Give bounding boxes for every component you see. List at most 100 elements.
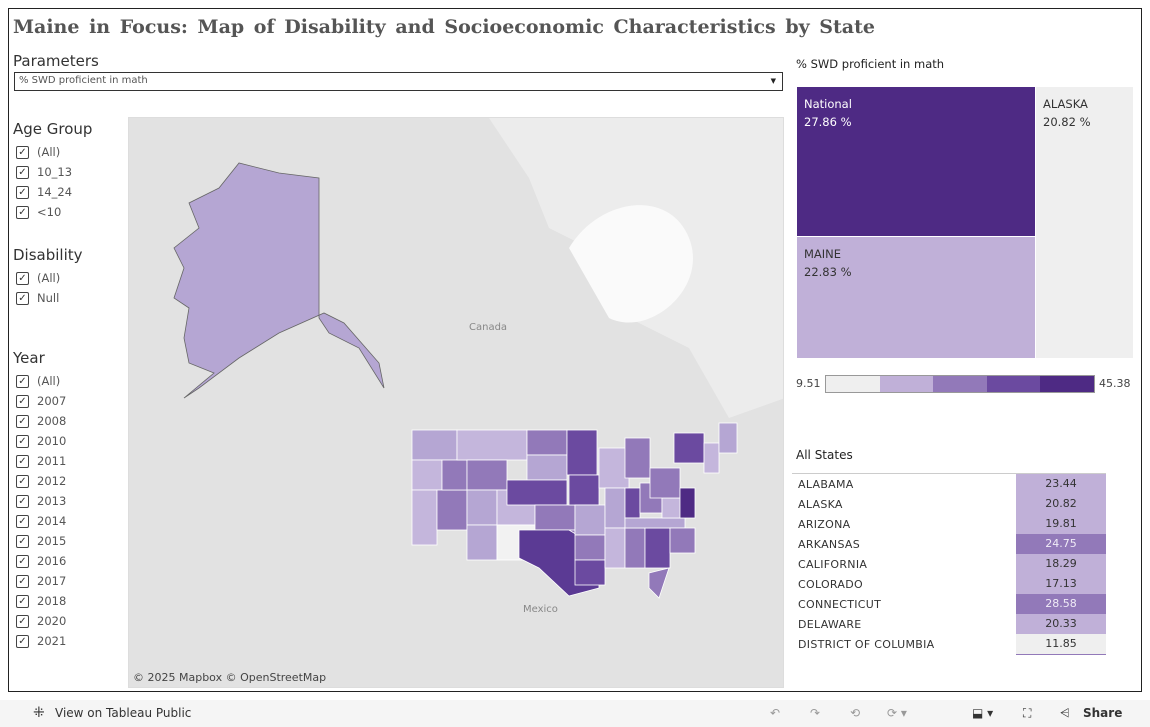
checkbox-year[interactable]: ✓ 2021 bbox=[16, 633, 66, 649]
checkbox-checked-icon[interactable]: ✓ bbox=[16, 205, 29, 219]
checkbox-checked-icon[interactable]: ✓ bbox=[16, 574, 29, 588]
checkbox-label: 10_13 bbox=[37, 165, 73, 179]
checkbox-checked-icon[interactable]: ✓ bbox=[16, 374, 29, 388]
state-name: ARIZONA bbox=[798, 518, 851, 531]
dashboard-frame bbox=[8, 8, 1142, 692]
map-canvas[interactable] bbox=[129, 118, 784, 688]
checkbox-year[interactable]: ✓ 2008 bbox=[16, 413, 66, 429]
checkbox-label: 2015 bbox=[37, 534, 67, 548]
checkbox-label: (All) bbox=[37, 145, 61, 159]
checkbox-year[interactable]: ✓ 2018 bbox=[16, 593, 66, 609]
state-value: 11.85 bbox=[1016, 634, 1106, 654]
state-alaska[interactable] bbox=[173, 162, 385, 399]
checkbox-label: 2011 bbox=[37, 454, 67, 468]
fullscreen-icon[interactable]: ⛶ bbox=[1023, 706, 1032, 720]
checkbox-label: 2007 bbox=[37, 394, 67, 408]
legend-max: 45.38 bbox=[1099, 377, 1131, 390]
checkbox-year[interactable]: ✓ 2013 bbox=[16, 493, 66, 509]
share-icon[interactable]: ⩤ bbox=[1060, 706, 1070, 720]
checkbox-year[interactable]: ✓ 2017 bbox=[16, 573, 66, 589]
table-row[interactable]: DISTRICT OF COLUMBIA 11.85 bbox=[792, 634, 1106, 654]
download-icon[interactable]: ⬓ ▾ bbox=[972, 706, 994, 720]
state-value: 18.29 bbox=[1016, 554, 1106, 574]
checkbox-checked-icon[interactable]: ✓ bbox=[16, 291, 29, 305]
state-value: 24.75 bbox=[1016, 534, 1106, 554]
checkbox-label: 2021 bbox=[37, 634, 67, 648]
checkbox-label: (All) bbox=[37, 374, 61, 388]
checkbox-age_group[interactable]: ✓ (All) bbox=[16, 144, 60, 160]
state-value: 20.33 bbox=[1016, 614, 1106, 634]
state-name: ALASKA bbox=[798, 498, 843, 511]
parameter-dropdown[interactable]: % SWD proficient in math ▼ bbox=[14, 72, 783, 91]
cell-value: 20.82 % bbox=[1043, 115, 1091, 129]
age-group-label: Age Group bbox=[13, 120, 93, 138]
checkbox-year[interactable]: ✓ (All) bbox=[16, 373, 60, 389]
checkbox-checked-icon[interactable]: ✓ bbox=[16, 165, 29, 179]
table-row[interactable]: CALIFORNIA 18.29 bbox=[792, 554, 1106, 574]
undo-icon[interactable]: ↶ bbox=[770, 706, 781, 720]
refresh-icon[interactable]: ⟳ ▾ bbox=[887, 706, 907, 720]
checkbox-age_group[interactable]: ✓ 10_13 bbox=[16, 164, 72, 180]
map-attribution[interactable]: © 2025 Mapbox © OpenStreetMap bbox=[133, 671, 327, 684]
checkbox-year[interactable]: ✓ 2011 bbox=[16, 453, 66, 469]
checkbox-checked-icon[interactable]: ✓ bbox=[16, 394, 29, 408]
checkbox-age_group[interactable]: ✓ <10 bbox=[16, 204, 61, 220]
color-legend bbox=[825, 375, 1095, 393]
checkbox-checked-icon[interactable]: ✓ bbox=[16, 454, 29, 468]
checkbox-checked-icon[interactable]: ✓ bbox=[16, 614, 29, 628]
treemap-cell-national[interactable]: National 27.86 % bbox=[797, 87, 1035, 236]
share-button[interactable]: Share bbox=[1083, 706, 1123, 720]
checkbox-checked-icon[interactable]: ✓ bbox=[16, 514, 29, 528]
checkbox-checked-icon[interactable]: ✓ bbox=[16, 185, 29, 199]
cell-name: National bbox=[804, 97, 852, 111]
dashboard-title: Maine in Focus: Map of Disability and So… bbox=[13, 16, 875, 38]
table-row[interactable]: ARIZONA 19.81 bbox=[792, 514, 1106, 534]
state-value: 28.58 bbox=[1016, 594, 1106, 614]
cell-value: 27.86 % bbox=[804, 115, 852, 129]
checkbox-disability[interactable]: ✓ (All) bbox=[16, 270, 60, 286]
map[interactable]: Canada Mexico © 2025 Mapbox © OpenStreet… bbox=[128, 117, 784, 688]
checkbox-checked-icon[interactable]: ✓ bbox=[16, 271, 29, 285]
checkbox-disability[interactable]: ✓ Null bbox=[16, 290, 59, 306]
table-row[interactable]: ARKANSAS 24.75 bbox=[792, 534, 1106, 554]
checkbox-checked-icon[interactable]: ✓ bbox=[16, 434, 29, 448]
treemap-cell-alaska[interactable]: ALASKA 20.82 % bbox=[1036, 87, 1133, 358]
table-row[interactable]: FLORIDA 29.70 bbox=[792, 654, 1106, 655]
table-row[interactable]: CONNECTICUT 28.58 bbox=[792, 594, 1106, 614]
checkbox-year[interactable]: ✓ 2010 bbox=[16, 433, 66, 449]
checkbox-label: 2017 bbox=[37, 574, 67, 588]
checkbox-year[interactable]: ✓ 2007 bbox=[16, 393, 66, 409]
checkbox-checked-icon[interactable]: ✓ bbox=[16, 594, 29, 608]
state-name: DELAWARE bbox=[798, 618, 862, 631]
checkbox-checked-icon[interactable]: ✓ bbox=[16, 474, 29, 488]
dropdown-arrow-icon: ▼ bbox=[770, 77, 776, 85]
checkbox-label: 2013 bbox=[37, 494, 67, 508]
checkbox-year[interactable]: ✓ 2020 bbox=[16, 613, 66, 629]
checkbox-checked-icon[interactable]: ✓ bbox=[16, 554, 29, 568]
legend-swatch bbox=[1040, 376, 1094, 392]
toolbar: ⁜ View on Tableau Public ↶ ↷ ⟲ ⟳ ▾ ⬓ ▾ ⛶… bbox=[0, 700, 1150, 727]
redo-icon[interactable]: ↷ bbox=[810, 706, 821, 720]
year-label: Year bbox=[13, 349, 45, 367]
table-row[interactable]: DELAWARE 20.33 bbox=[792, 614, 1106, 634]
checkbox-year[interactable]: ✓ 2014 bbox=[16, 513, 66, 529]
table-divider bbox=[792, 473, 1106, 474]
state-value: 17.13 bbox=[1016, 574, 1106, 594]
checkbox-age_group[interactable]: ✓ 14_24 bbox=[16, 184, 72, 200]
checkbox-year[interactable]: ✓ 2016 bbox=[16, 553, 66, 569]
checkbox-checked-icon[interactable]: ✓ bbox=[16, 534, 29, 548]
view-on-tableau-link[interactable]: View on Tableau Public bbox=[55, 706, 192, 720]
checkbox-checked-icon[interactable]: ✓ bbox=[16, 494, 29, 508]
checkbox-checked-icon[interactable]: ✓ bbox=[16, 414, 29, 428]
checkbox-checked-icon[interactable]: ✓ bbox=[16, 634, 29, 648]
treemap-cell-maine[interactable]: MAINE 22.83 % bbox=[797, 237, 1035, 358]
checkbox-year[interactable]: ✓ 2012 bbox=[16, 473, 66, 489]
revert-icon[interactable]: ⟲ bbox=[850, 706, 861, 720]
checkbox-checked-icon[interactable]: ✓ bbox=[16, 145, 29, 159]
state-name: CONNECTICUT bbox=[798, 598, 882, 611]
table-row[interactable]: ALABAMA 23.44 bbox=[792, 474, 1106, 494]
table-row[interactable]: ALASKA 20.82 bbox=[792, 494, 1106, 514]
table-row[interactable]: COLORADO 17.13 bbox=[792, 574, 1106, 594]
checkbox-year[interactable]: ✓ 2015 bbox=[16, 533, 66, 549]
state-name: DISTRICT OF COLUMBIA bbox=[798, 638, 935, 651]
